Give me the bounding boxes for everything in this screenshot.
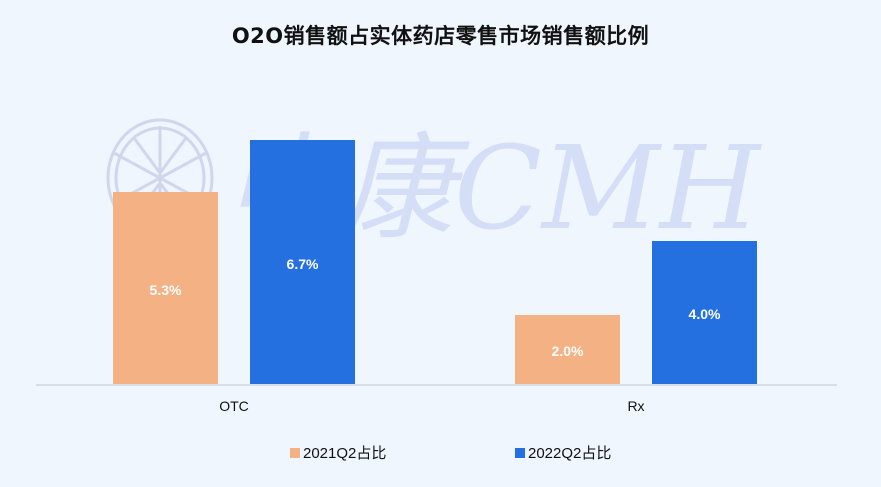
bar-label: 2.0% <box>551 343 584 359</box>
bar-otc-2022: 6.7% <box>250 140 355 384</box>
bar-otc-2021: 5.3% <box>113 192 218 384</box>
bar-rx-2021: 2.0% <box>515 315 620 384</box>
legend-item-2022: 2022Q2占比 <box>515 442 611 463</box>
legend-item-2021: 2021Q2占比 <box>290 442 386 463</box>
bar-label: 5.3% <box>149 282 182 298</box>
chart-title: O2O销售额占实体药店零售市场销售额比例 <box>231 24 650 48</box>
category-label-rx: Rx <box>627 398 645 414</box>
bar-label: 6.7% <box>286 256 319 272</box>
legend-swatch-icon <box>290 447 300 458</box>
category-label-otc: OTC <box>219 398 249 414</box>
bar-rx-2022: 4.0% <box>652 241 757 384</box>
bar-label: 4.0% <box>688 306 721 322</box>
legend-label: 2021Q2占比 <box>303 445 387 462</box>
x-axis-line <box>36 384 837 386</box>
legend-swatch-icon <box>515 447 525 458</box>
legend-label: 2022Q2占比 <box>528 445 612 462</box>
